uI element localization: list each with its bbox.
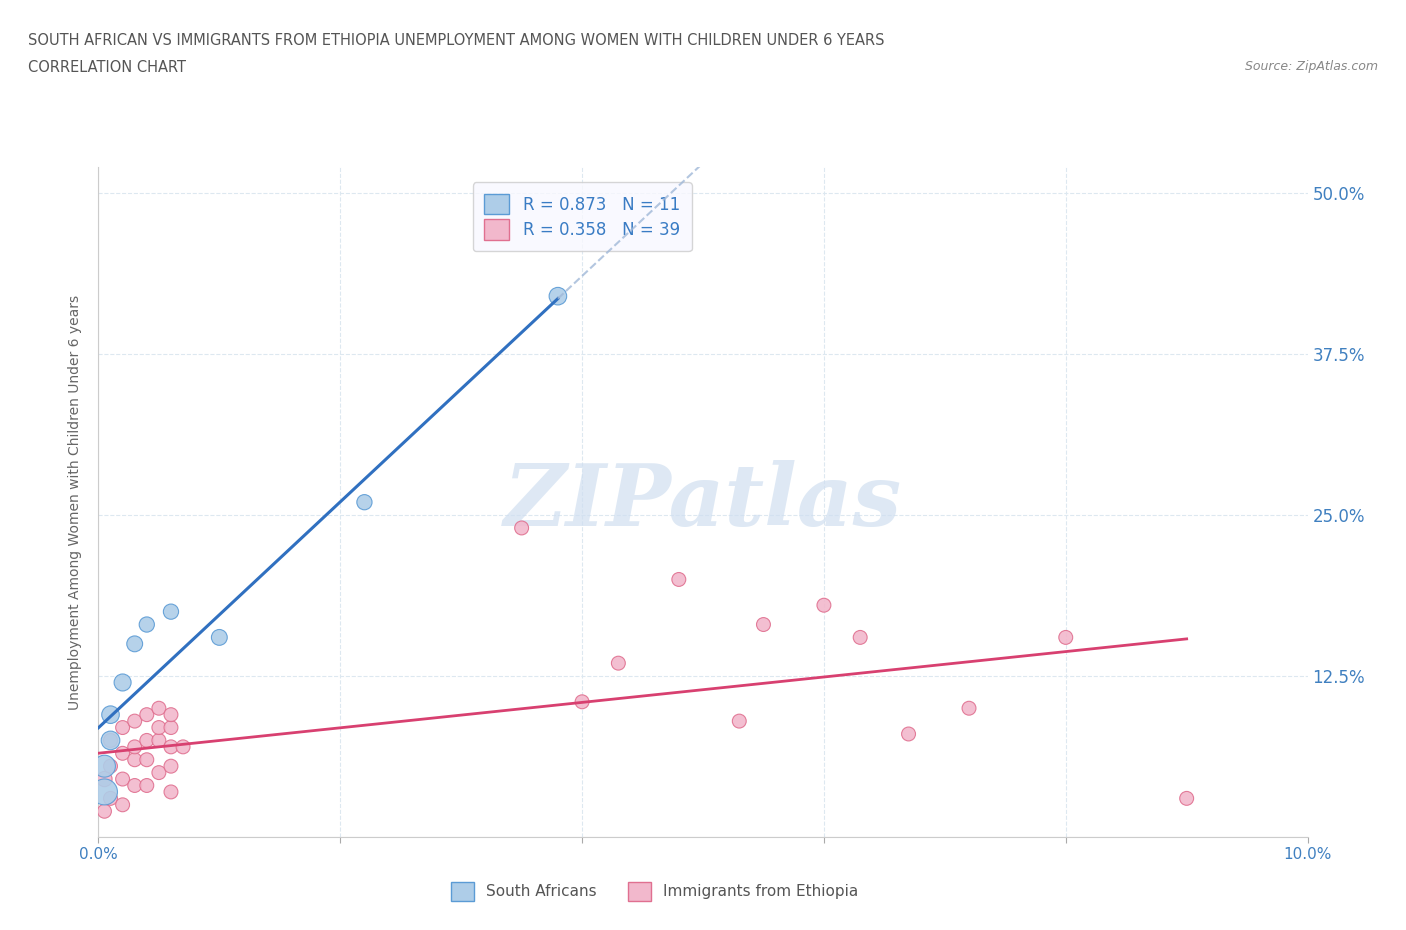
Point	[957, 701, 980, 716]
Point	[668, 572, 690, 587]
Point	[353, 495, 375, 510]
Point	[124, 713, 146, 728]
Text: ZIPatlas: ZIPatlas	[503, 460, 903, 544]
Point	[111, 772, 134, 787]
Y-axis label: Unemployment Among Women with Children Under 6 years: Unemployment Among Women with Children U…	[69, 295, 83, 710]
Point	[93, 759, 115, 774]
Point	[571, 695, 593, 710]
Point	[100, 733, 122, 748]
Point	[111, 720, 134, 735]
Text: SOUTH AFRICAN VS IMMIGRANTS FROM ETHIOPIA UNEMPLOYMENT AMONG WOMEN WITH CHILDREN: SOUTH AFRICAN VS IMMIGRANTS FROM ETHIOPI…	[28, 33, 884, 47]
Point	[148, 701, 170, 716]
Point	[172, 739, 194, 754]
Point	[124, 778, 146, 793]
Point	[135, 707, 157, 722]
Point	[124, 636, 146, 651]
Point	[93, 785, 115, 800]
Point	[1175, 790, 1198, 805]
Point	[849, 630, 872, 644]
Point	[160, 739, 183, 754]
Point	[111, 675, 134, 690]
Point	[135, 752, 157, 767]
Text: Source: ZipAtlas.com: Source: ZipAtlas.com	[1244, 60, 1378, 73]
Point	[160, 707, 183, 722]
Point	[100, 759, 122, 774]
Point	[148, 765, 170, 780]
Point	[160, 785, 183, 800]
Text: CORRELATION CHART: CORRELATION CHART	[28, 60, 186, 75]
Point	[160, 759, 183, 774]
Point	[135, 618, 157, 632]
Point	[897, 726, 920, 741]
Point	[135, 778, 157, 793]
Point	[208, 630, 231, 644]
Point	[510, 521, 533, 536]
Point	[111, 797, 134, 812]
Point	[124, 739, 146, 754]
Point	[124, 752, 146, 767]
Point	[148, 720, 170, 735]
Point	[100, 733, 122, 748]
Point	[100, 790, 122, 805]
Point	[728, 713, 751, 728]
Point	[100, 707, 122, 722]
Point	[93, 772, 115, 787]
Point	[160, 720, 183, 735]
Point	[547, 288, 569, 303]
Point	[148, 733, 170, 748]
Legend: South Africans, Immigrants from Ethiopia: South Africans, Immigrants from Ethiopia	[441, 872, 868, 910]
Point	[752, 618, 775, 632]
Point	[813, 598, 835, 613]
Point	[160, 604, 183, 619]
Point	[607, 656, 630, 671]
Point	[1054, 630, 1077, 644]
Point	[135, 733, 157, 748]
Point	[111, 746, 134, 761]
Point	[93, 804, 115, 818]
